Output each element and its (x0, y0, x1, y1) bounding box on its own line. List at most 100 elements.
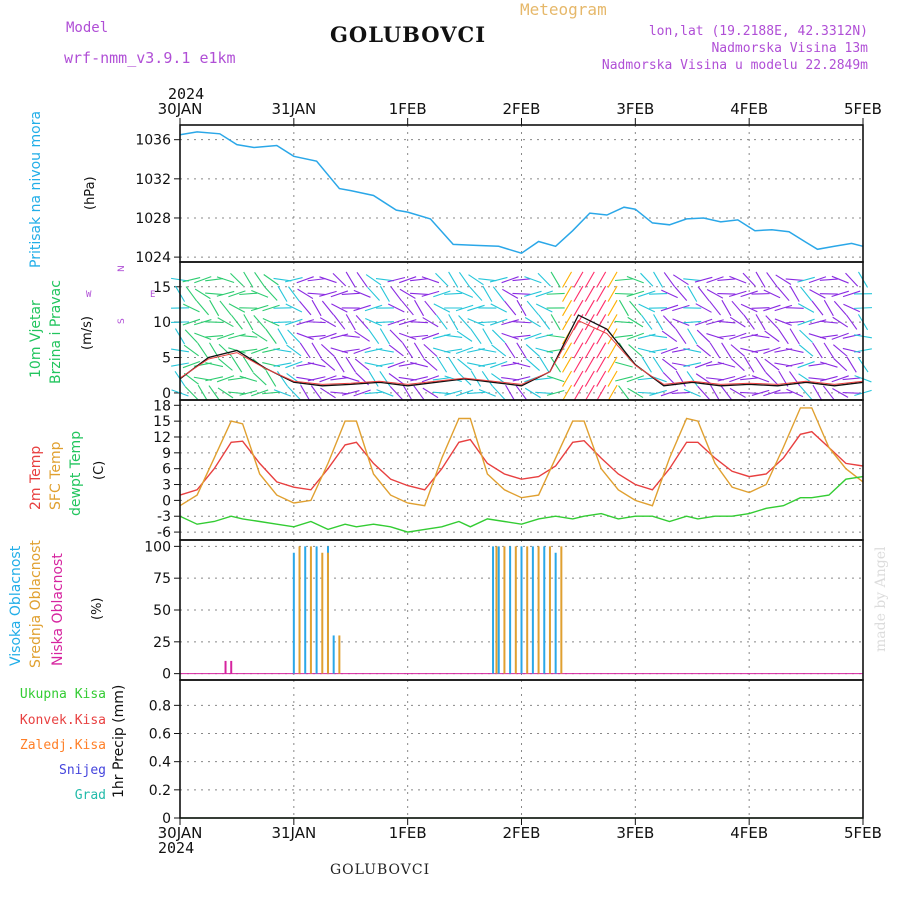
wind-barb (526, 300, 540, 316)
wind-barb (216, 332, 235, 340)
wind-barb (239, 390, 258, 396)
wind-barb (717, 320, 736, 324)
wind-barb (763, 289, 781, 299)
wind-barb (709, 300, 722, 316)
wind-barb (683, 388, 701, 397)
wind-barb (264, 286, 278, 301)
wind-barb (334, 356, 345, 373)
wind-barb (501, 332, 519, 340)
wind-barb (562, 342, 573, 359)
wind-barb (618, 385, 630, 401)
wind-barb (379, 285, 390, 302)
wind-barb (671, 391, 690, 394)
wind-barb (239, 348, 258, 353)
wind-barb (501, 276, 519, 284)
wind-barb (777, 286, 790, 302)
wind-barb (785, 362, 804, 368)
wind-barb (410, 334, 429, 338)
wind-barb (653, 271, 664, 288)
wind-barb (205, 334, 224, 338)
wind-barb (660, 304, 679, 312)
wind-barb (637, 333, 656, 339)
wind-barb (717, 361, 736, 368)
wind-barb (710, 384, 721, 401)
wind-barb (424, 300, 437, 316)
wind-barb (433, 347, 451, 354)
wind-barb (182, 318, 201, 326)
wind-barb (379, 328, 390, 345)
wind-barb (607, 356, 618, 373)
wind-barb (524, 290, 542, 297)
wind-barb (433, 303, 451, 313)
wind-barb (638, 290, 656, 298)
wind-barb (789, 285, 800, 302)
wind-barb (607, 370, 618, 387)
wind-barb (614, 320, 633, 324)
wind-barb (478, 362, 497, 367)
wind-barb (596, 285, 607, 302)
wind-barb (273, 348, 292, 353)
wind-barb (422, 387, 439, 399)
wind-barb (797, 276, 815, 283)
wind-barb (197, 342, 209, 359)
wind-barb (502, 288, 519, 299)
wind-barb (584, 384, 595, 401)
wind-barb (288, 286, 300, 302)
y-tick-label: 1036 (135, 133, 171, 149)
wind-barb (562, 356, 573, 373)
y-tick-label: 0 (162, 811, 171, 827)
wind-barb (251, 389, 269, 397)
y-tick-label: 0.2 (149, 783, 171, 799)
wind-barb (709, 342, 721, 359)
wind-barb (596, 370, 607, 387)
wind-barb (300, 384, 311, 401)
wind-barb (456, 289, 474, 298)
wind-barb (319, 276, 337, 284)
model-elevation-label: Nadmorska Visina u modelu 22.2849m (601, 58, 868, 73)
wind-barb (573, 370, 584, 387)
wind-barb (402, 342, 414, 359)
wind-barb (504, 342, 516, 359)
wind-barb (638, 303, 656, 313)
wind-barb (562, 285, 573, 302)
wind-barb (243, 356, 254, 373)
y-tick-label: 75 (153, 571, 171, 587)
wind-barb (637, 347, 656, 354)
y-tick-label: 15 (153, 280, 171, 296)
lonlat-label: lon,lat (19.2188E, 42.3312N) (648, 24, 868, 39)
y-tick-label: 5 (162, 351, 171, 367)
wind-barb (262, 391, 281, 395)
wind-barb (435, 272, 449, 287)
wind-barb (546, 334, 565, 339)
wind-barb (284, 277, 303, 283)
wind-barb (649, 334, 668, 339)
wind-barb (607, 342, 618, 359)
y-tick-label: 10 (153, 315, 171, 331)
wind-barb (661, 289, 678, 299)
wind-barb (490, 361, 508, 369)
wind-barb (535, 377, 554, 381)
wind-barb (626, 332, 644, 340)
wind-barb (515, 385, 528, 401)
wind-barb (720, 385, 733, 401)
wind-barb (297, 288, 314, 300)
wind-barb (721, 299, 732, 317)
wind-compass-e: E (150, 290, 156, 300)
wind-barb (239, 292, 258, 296)
wind-barb (697, 385, 711, 401)
wind-barb (729, 316, 746, 328)
wind-barb (353, 346, 371, 355)
wind-barb (482, 285, 493, 302)
wind-barb (789, 328, 800, 345)
wind-barb (481, 371, 493, 387)
wind-barb (423, 343, 438, 357)
wind-barb (285, 361, 303, 369)
wind-barb (390, 286, 403, 302)
wind-barb (808, 333, 827, 340)
elevation-label: Nadmorska Visina 13m (711, 41, 868, 56)
wind-barb (785, 320, 804, 324)
wind-barb (808, 377, 827, 381)
wind-barb (478, 278, 497, 282)
wind-barb (205, 321, 224, 324)
wind-barb (296, 332, 314, 340)
